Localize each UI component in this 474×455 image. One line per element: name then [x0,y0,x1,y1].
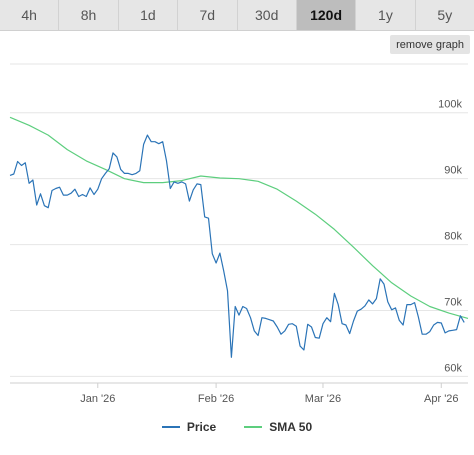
legend-item-price[interactable]: Price [161,420,217,434]
y-tick-label: 70k [444,296,462,308]
x-tick-label: Feb '26 [198,393,234,405]
y-tick-label: 80k [444,231,462,243]
sma-50-legend-swatch [244,426,263,428]
price-legend-swatch [161,426,180,428]
chart-legend: Price SMA 50 [0,420,474,434]
x-tick-label: Apr '26 [424,393,459,405]
sma-50-line [9,116,469,319]
x-tick-label: Jan '26 [80,393,115,405]
tab-5y[interactable]: 5y [437,7,453,23]
tab-120d[interactable]: 120d [296,0,357,30]
y-tick-label: 100k [438,99,462,111]
tab-7d[interactable]: 7d [178,0,238,30]
tab-4h[interactable]: 4h [0,0,60,30]
tab-1y[interactable]: 1y [356,0,416,30]
tab-30d[interactable]: 30d [238,0,297,30]
tab-8h[interactable]: 8h [59,0,119,30]
tab-1d[interactable]: 1d [119,0,179,30]
legend-item-sma-50[interactable]: SMA 50 [244,420,312,434]
legend-label-sma-50: SMA 50 [269,420,313,434]
price-line [9,134,465,358]
y-tick-label: 90k [444,165,462,177]
legend-label-price: Price [186,420,217,434]
time-range-tabs: 4h 8h 1d 7d 30d 120d 1y 5y [0,0,474,31]
y-tick-label: 60k [444,362,462,374]
remove-graph-button[interactable]: remove graph [390,35,470,54]
x-tick-label: Mar '26 [305,393,341,405]
